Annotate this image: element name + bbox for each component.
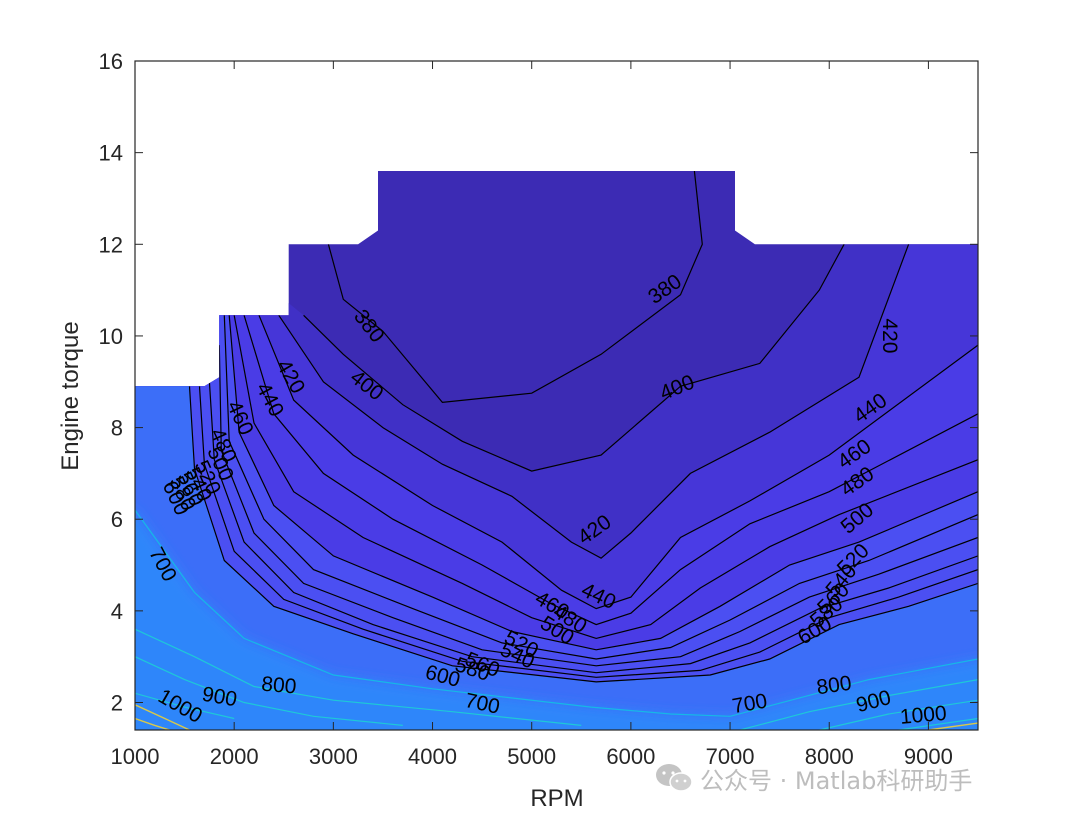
contour-line-520: [223, 315, 978, 660]
wechat-icon: [656, 764, 693, 792]
watermark: 公众号 · Matlab科研助手: [654, 760, 972, 796]
y-tick-label: 14: [99, 141, 123, 166]
x-tick-label: 5000: [507, 744, 556, 769]
contour-line-low-1: [135, 656, 403, 726]
contour-line-600: [188, 386, 978, 683]
contour-line-580: [198, 386, 978, 678]
x-tick-label: 6000: [606, 744, 655, 769]
contour-line-420: [278, 244, 910, 559]
x-tick-label: 9000: [904, 744, 953, 769]
fill-level-600: [135, 248, 978, 730]
x-tick-label: 2000: [210, 744, 259, 769]
y-tick-label: 16: [99, 49, 123, 74]
contour-line-500: [228, 315, 978, 651]
contour-line-high-2: [928, 722, 978, 730]
contour-line-low-2: [135, 692, 235, 720]
contour-line-380: [327, 171, 703, 404]
x-tick-label: 3000: [309, 744, 358, 769]
contour-label: 420: [878, 318, 901, 353]
contour-line-560: [208, 381, 978, 674]
x-tick-label: 7000: [706, 744, 755, 769]
contour-line-high-0: [135, 704, 190, 730]
filled-contours: [135, 171, 978, 730]
contour-line-440: [258, 315, 978, 610]
contour-line-low-3: [739, 679, 978, 730]
contour-line-low-4: [819, 699, 978, 730]
contour-line-460: [243, 315, 978, 626]
contour-label: 1000: [899, 702, 948, 729]
fill-level-700: [135, 510, 978, 730]
y-axis: 2 4 6 8 10 12 14 16: [99, 49, 978, 716]
x-axis-title: RPM: [530, 785, 583, 812]
y-tick-label: 12: [99, 232, 123, 257]
contour-line-low-0: [135, 628, 582, 726]
x-tick-label: 4000: [408, 744, 457, 769]
contour-line-480: [233, 315, 978, 640]
x-tick-label: 8000: [805, 744, 854, 769]
contour-line-400: [303, 244, 845, 472]
y-tick-label: 2: [111, 691, 123, 716]
watermark-text: 公众号 · Matlab科研助手: [700, 766, 973, 795]
y-tick-label: 4: [111, 599, 123, 624]
contour-line-low-5: [898, 717, 978, 730]
y-tick-label: 10: [99, 324, 123, 349]
x-tick-label: 1000: [111, 744, 160, 769]
contour-label: 800: [815, 672, 853, 700]
contour-line-540: [218, 345, 978, 667]
y-axis-title: Engine torque: [57, 321, 84, 470]
contour-label: 800: [260, 673, 297, 699]
y-tick-label: 8: [111, 416, 123, 441]
y-tick-label: 6: [111, 507, 123, 532]
contour-line-high-1: [135, 717, 170, 730]
contour-lines: [135, 171, 978, 730]
x-axis: 1000 2000 3000 4000 5000 6000 7000 8000 9000: [111, 61, 953, 769]
contour-line-700: [135, 509, 978, 717]
fill-level-500: [135, 177, 978, 730]
plot-frame: [134, 60, 979, 731]
